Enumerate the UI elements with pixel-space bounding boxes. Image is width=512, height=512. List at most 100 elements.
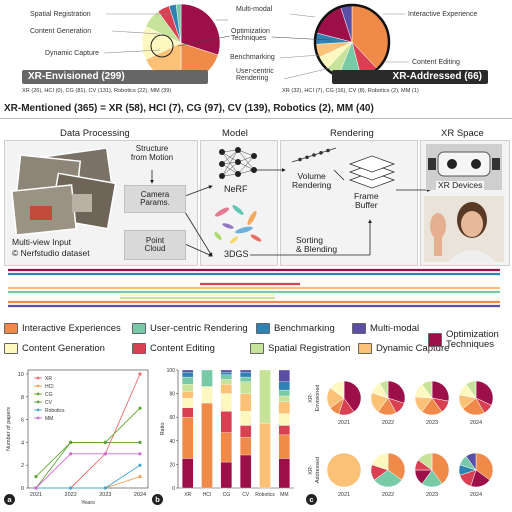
pie-row-label: Envisioned [315,385,321,412]
bar-segment [220,374,232,380]
bar-segment [278,395,290,403]
y-tick-label: 0 [172,486,175,492]
x-tick-label: 2024 [134,492,146,498]
data-point [103,440,107,444]
pie-row-label: XR- [308,465,314,475]
y-tick-label: 2 [21,463,24,469]
point-cloud-box: Point Cloud [124,230,186,260]
bar-segment [220,393,232,412]
multi-view-label: Multi-view Input [12,237,72,247]
person-waving-image [424,196,504,262]
data-point [103,452,107,456]
line-legend-label: Robotics [45,408,65,414]
bar-segment [182,372,194,378]
bar-segment [240,369,252,373]
bar-segment [240,393,252,412]
x-tick-label: Robotics [255,492,275,498]
bar-segment [182,391,194,399]
left-pie-slice-user_centric [175,3,182,44]
pie-year-label: 2021 [338,420,350,426]
data-point [34,486,38,490]
bar-segment [220,411,232,433]
bar-segment [220,461,232,489]
small-pie-slice-interactive [431,452,450,485]
data-point [69,452,73,456]
data-point [103,486,107,490]
title-xr-space: XR Space [441,128,484,139]
legend-label: Benchmarking [274,323,335,334]
multi-view-images [11,148,117,236]
legend-label: User-centric Rendering [150,323,248,334]
x-tick-label: HCI [203,492,212,498]
legend-swatch [358,343,372,354]
legend-label: Dynamic Capture [376,343,450,354]
x-axis-label: Years [81,500,95,506]
small-pie-slice-dynamic_capture [326,452,362,488]
divider-top [0,118,512,119]
legend-swatch [352,323,366,334]
xr-devices-label: XR Devices [436,180,485,191]
pie-year-label: 2022 [382,420,394,426]
bar-segment [240,376,252,382]
volume-rendering-label: Volume Rendering [292,171,332,191]
small-pie-slice-spatial_registration [379,380,389,399]
small-pie-slice-spatial_registration [421,380,433,399]
frame-buffer-icon [348,155,396,189]
envisioned-counts: XR (26), HCI (0), CG (81), CV (131), Rob… [22,88,172,94]
bar-segment [201,402,213,489]
label-content-editing: Content Editing [412,59,460,66]
gaussian-splats-icon [214,205,262,244]
sorting-blending-label: Sorting & Blending [296,235,338,255]
small-pie-slice-optimization [475,380,494,406]
bar-segment [240,381,252,394]
bar-segment [220,369,232,373]
legend-swatch [132,343,146,354]
xr-envisioned-banner: XR-Envisioned (299) [22,70,208,84]
label-benchmarking: Benchmarking [230,54,275,61]
title-data-processing: Data Processing [60,128,130,139]
line-legend-label: XR [45,376,52,382]
legend-swatch [4,343,18,354]
bar-segment [220,384,232,394]
legend-item-benchmarking: Benchmarking [256,323,335,334]
legend-swatch [132,323,146,334]
legend-label: Multi-modal [370,323,420,334]
legend-label: Interactive Experiences [22,323,121,334]
data-point [34,475,38,479]
small-pie-slice-optimization [387,380,406,404]
title-rendering: Rendering [330,128,374,139]
data-point [138,452,142,456]
x-tick-label: XR [184,492,191,498]
bar-segment [278,425,290,436]
nerfstudio-credit: © Nerfstudio dataset [12,248,90,258]
data-point [138,463,142,467]
small-pie-slice-spatial_registration [417,452,433,471]
legend-item-content_editing: Content Editing [132,343,215,354]
small-pie-slice-interactive [475,452,494,481]
ray-samples-icon [291,147,337,163]
camera-params-box: Camera Params. [124,185,186,213]
bar-segment [278,369,290,382]
label-content-generation: Content Generation [30,28,92,35]
legend-item-optimization: Optimization Techniques [428,329,499,351]
legend-item-content_generation: Content Generation [4,343,105,354]
bar-segment [278,434,290,459]
title-model: Model [222,128,248,139]
data-point [69,440,73,444]
pie-year-label: 2021 [338,492,350,498]
small-pie-slice-spatial_registration [465,380,477,399]
pie-year-label: 2023 [426,492,438,498]
x-tick-label: MM [280,492,288,498]
legend-item-spatial_registration: Spatial Registration [250,343,350,354]
line-chart: 0 2 4 6 8 10 2021 2022 2023 2024 Years Number of pa… [6,369,149,506]
line-legend-label: HCI [45,384,54,390]
pie-row-label: XR- [308,393,314,403]
bar-segment [259,369,271,424]
y-tick-label: 10 [18,372,24,378]
panel-label-c: c [306,494,317,505]
bar-segment [182,376,194,385]
pie-row-label: Addressed [315,457,321,483]
label-optimization-techniques: Optimization Techniques [231,28,270,42]
legend-swatch [428,333,442,348]
